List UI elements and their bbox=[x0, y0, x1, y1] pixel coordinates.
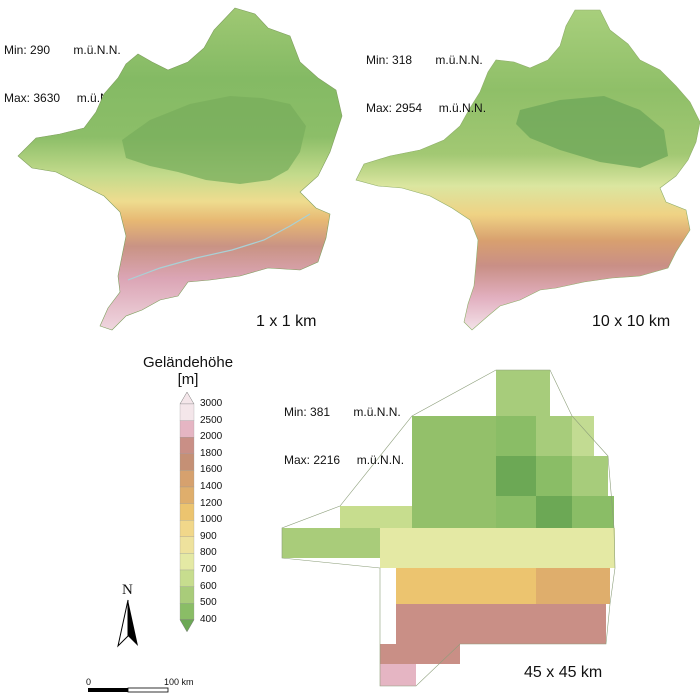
panel-45km-stats: Min: 381 m.ü.N.N. Max: 2216 m.ü.N.N. bbox=[284, 372, 404, 484]
legend-class-label: 900 bbox=[200, 530, 217, 542]
legend-ramp-bottom-tip bbox=[179, 619, 195, 633]
legend-swatch bbox=[179, 486, 195, 504]
panel-10km-min: Min: 318 m.ü.N.N. bbox=[366, 53, 483, 67]
legend-title: Geländehöhe [m] bbox=[118, 354, 258, 388]
map-45km-block bbox=[572, 416, 594, 456]
legend-class-label: 800 bbox=[200, 547, 217, 559]
panel-10km-resolution: 10 x 10 km bbox=[592, 313, 671, 330]
legend-class-label: 500 bbox=[200, 597, 217, 609]
map-45km-block bbox=[396, 568, 536, 604]
scale-bar-white-segment bbox=[127, 687, 169, 693]
legend-class-label: 1200 bbox=[200, 497, 223, 509]
map-10km bbox=[355, 9, 700, 331]
map-45km-block bbox=[496, 496, 536, 528]
legend-class-label: 600 bbox=[200, 580, 217, 592]
north-arrow-right-icon bbox=[128, 600, 138, 646]
legend-class-label: 1800 bbox=[200, 447, 223, 459]
panel-45km-max: Max: 2216 m.ü.N.N. bbox=[284, 453, 405, 467]
panel-45km-min: Min: 381 m.ü.N.N. bbox=[284, 405, 401, 419]
scale-start-label: 0 bbox=[86, 677, 92, 687]
panel-1km-resolution: 1 x 1 km bbox=[256, 313, 317, 330]
map-45km-block bbox=[396, 604, 606, 644]
panel-10km-stats: Min: 318 m.ü.N.N. Max: 2954 m.ü.N.N. bbox=[366, 20, 486, 132]
map-45km-block bbox=[536, 456, 572, 496]
legend-class-label: 3000 bbox=[200, 398, 223, 409]
legend-ramp-top-tip bbox=[179, 391, 195, 405]
map-45km-block bbox=[496, 370, 536, 416]
map-45km-block bbox=[380, 528, 615, 568]
panel-1km-min: Min: 290 m.ü.N.N. bbox=[4, 43, 121, 57]
panel-45km-resolution: 45 x 45 km bbox=[524, 664, 603, 681]
map-10km-shape bbox=[355, 9, 700, 331]
legend-swatch bbox=[179, 453, 195, 471]
legend-swatch bbox=[179, 403, 195, 421]
legend-swatch bbox=[179, 536, 195, 554]
map-1km-river bbox=[127, 213, 311, 281]
legend-title-text: Geländehöhe bbox=[142, 354, 234, 371]
map-45km-block bbox=[572, 456, 608, 496]
map-45km-block bbox=[536, 496, 572, 528]
map-45km-block bbox=[412, 416, 496, 528]
legend-swatch bbox=[179, 437, 195, 454]
map-45km-block bbox=[536, 370, 550, 416]
legend-class-label: 1600 bbox=[200, 464, 223, 476]
map-45km-block bbox=[496, 416, 536, 456]
legend-class-label: 1000 bbox=[200, 514, 223, 526]
scale-bar-black-segment bbox=[88, 688, 128, 692]
legend-ramp bbox=[179, 391, 195, 633]
map-45km-block bbox=[496, 456, 536, 496]
north-arrow bbox=[117, 599, 138, 648]
legend-swatch bbox=[179, 420, 195, 438]
map-45km-block bbox=[536, 568, 610, 604]
legend-swatch bbox=[179, 603, 195, 620]
map-45km-block bbox=[536, 416, 572, 456]
north-arrow-left-icon bbox=[117, 599, 129, 648]
scale-bar bbox=[88, 687, 169, 693]
north-label: N bbox=[122, 582, 133, 598]
map-1km-lowland bbox=[122, 96, 306, 184]
map-45km-block bbox=[380, 664, 416, 686]
legend-unit: [m] bbox=[177, 371, 199, 388]
legend-swatch bbox=[179, 520, 195, 537]
legend-swatch bbox=[179, 503, 195, 521]
legend-class-label: 700 bbox=[200, 564, 217, 575]
legend-swatch bbox=[179, 569, 195, 587]
legend-class-label: 400 bbox=[200, 613, 217, 625]
map-45km-outline bbox=[281, 369, 616, 687]
map-1km bbox=[17, 7, 343, 331]
map-10km-lowland bbox=[516, 96, 668, 168]
legend-swatch bbox=[179, 553, 195, 571]
legend-class-label: 2500 bbox=[200, 414, 223, 426]
map-45km-block bbox=[380, 644, 460, 664]
panel-10km-max: Max: 2954 m.ü.N.N. bbox=[366, 101, 487, 115]
map-45km bbox=[281, 369, 616, 687]
map-45km-block bbox=[572, 496, 614, 528]
map-45km-block bbox=[340, 506, 412, 528]
legend-class-label: 1400 bbox=[200, 481, 223, 492]
legend-swatch bbox=[179, 586, 195, 604]
legend-class-label: 2000 bbox=[200, 431, 223, 443]
scale-end-label: 100 km bbox=[164, 677, 194, 687]
map-45km-block bbox=[282, 528, 380, 558]
legend-swatch bbox=[179, 470, 195, 488]
